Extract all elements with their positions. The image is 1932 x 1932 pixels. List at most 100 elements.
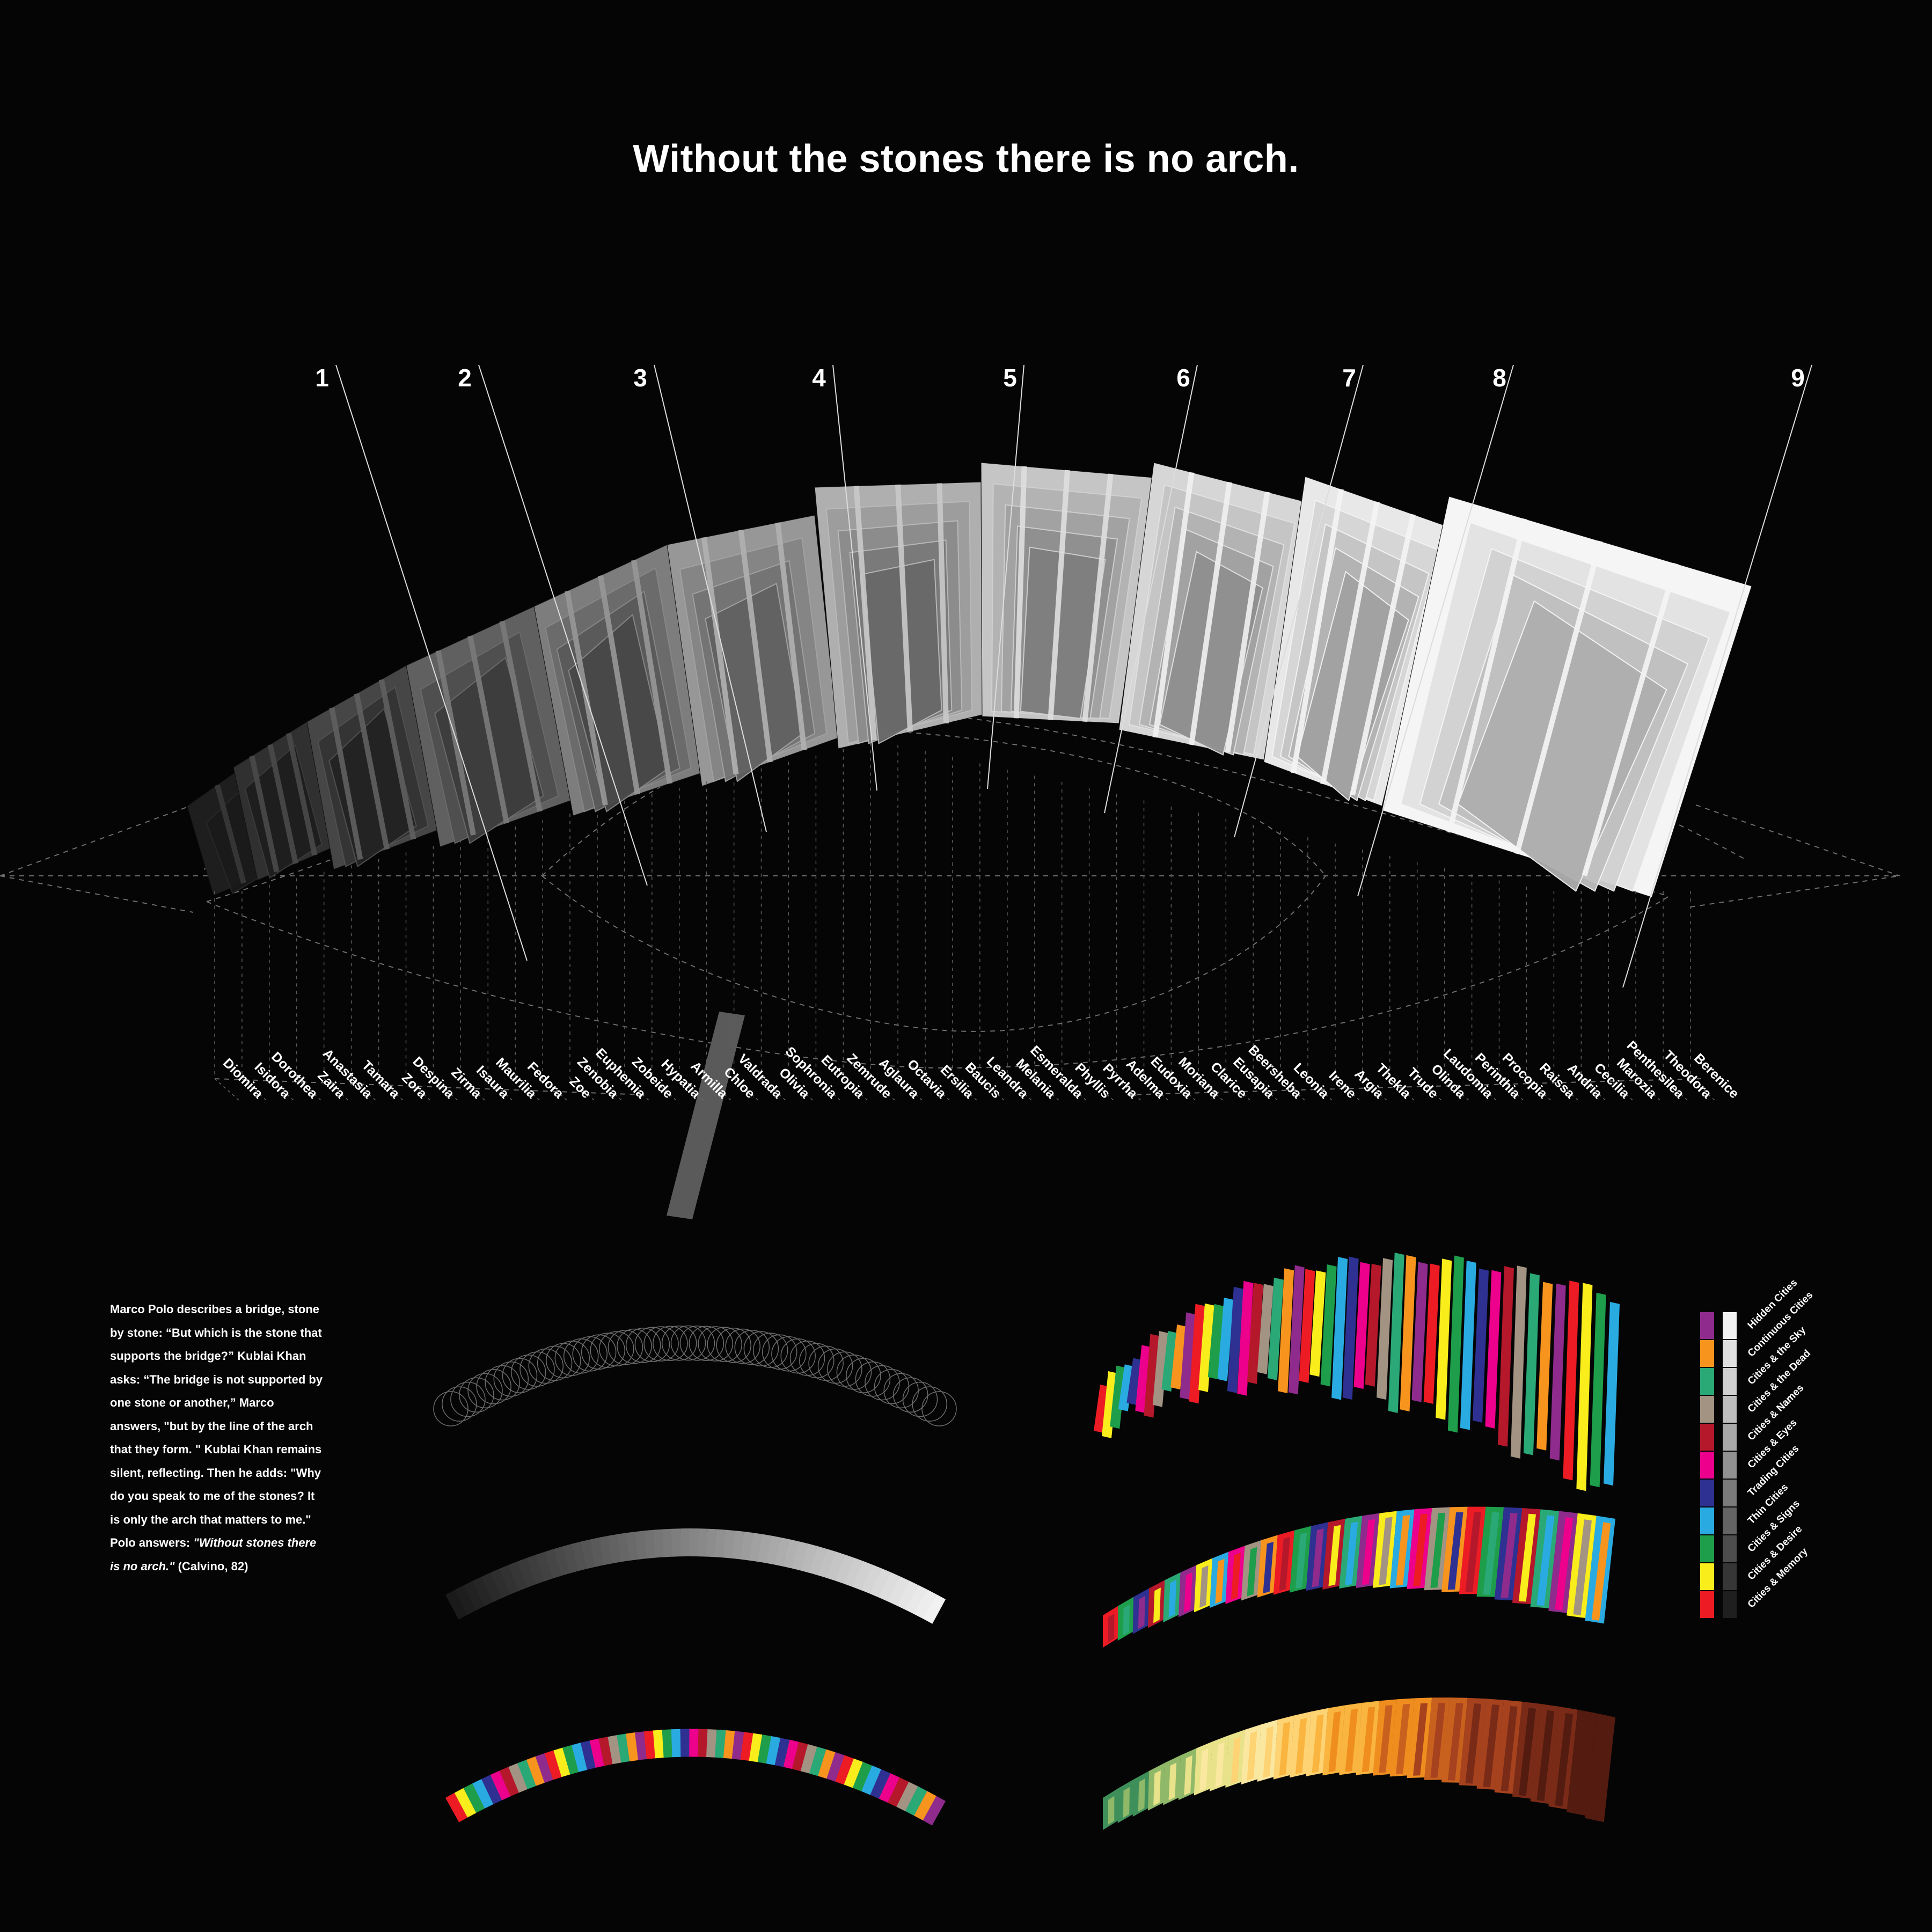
circle-stone [450, 1381, 486, 1417]
arch-stone-divider [598, 575, 640, 795]
circle-stone [752, 1333, 788, 1368]
color-stone [800, 1744, 817, 1774]
quote-lines: Marco Polo describes a bridge, stone by s… [110, 1298, 357, 1531]
chapter-number: 4 [812, 364, 826, 392]
circle-stone [743, 1331, 779, 1367]
color-stone [896, 1782, 918, 1812]
color-stone [589, 1738, 605, 1768]
color-stone [653, 1730, 664, 1759]
color-stone [689, 1729, 699, 1757]
gray-stone [870, 1568, 891, 1598]
circle-stone [865, 1365, 900, 1401]
circle-stone [921, 1391, 957, 1426]
circle-stone [476, 1369, 511, 1404]
color-stone [826, 1752, 845, 1782]
warm-block-inner [1199, 1748, 1209, 1791]
warm-block-inner [1413, 1703, 1428, 1776]
gray-stone [490, 1569, 511, 1599]
warm-block-inner [1328, 1711, 1341, 1773]
quote-line: by stone: “But which is the stone that [110, 1326, 322, 1340]
quote-emphasis-1: "Without stones there [193, 1536, 317, 1549]
category-block-inner [1199, 1565, 1209, 1608]
gray-stone [689, 1528, 699, 1557]
warm-block-inner [1184, 1755, 1192, 1796]
category-block-inner [1536, 1515, 1555, 1606]
jagged-stone [1411, 1262, 1428, 1402]
jagged-stone [1436, 1258, 1452, 1420]
city-label: Irene [1326, 1068, 1359, 1101]
color-stone [706, 1729, 717, 1758]
color-stone [870, 1769, 891, 1799]
quote-final-line: is no arch." (Calvino, 82) [110, 1555, 357, 1578]
color-stone [598, 1737, 613, 1766]
arch-stone-divider [214, 784, 246, 884]
arch-stone-divider [701, 537, 739, 775]
category-block-inner [1215, 1558, 1225, 1604]
color-stone [463, 1783, 485, 1813]
gray-stone [445, 1590, 468, 1620]
chapter-line [1104, 364, 1198, 814]
color-stone [861, 1765, 881, 1795]
warm-block-inner [1591, 1720, 1611, 1819]
color-stone [905, 1786, 927, 1816]
circle-stone [608, 1329, 643, 1365]
quote-line: do you speak to me of the stones? It [110, 1489, 315, 1503]
circle-stone [572, 1336, 608, 1372]
gray-stone [853, 1561, 872, 1591]
color-stone [852, 1762, 872, 1792]
warm-block-inner [1483, 1704, 1499, 1788]
warm-block-inner [1231, 1736, 1241, 1784]
quote-citation: (Calvino, 82) [174, 1559, 248, 1573]
circle-stone [442, 1386, 477, 1422]
circle-stone [670, 1325, 706, 1361]
jagged-stone [1152, 1331, 1169, 1407]
arch-block-inner [1457, 600, 1667, 892]
chapter-line [654, 364, 767, 832]
category-block-inner [1247, 1547, 1257, 1597]
color-stone [626, 1732, 639, 1761]
quote-line: answers, "but by the line of the arch [110, 1419, 313, 1433]
quote-line: one stone or another,” Marco [110, 1396, 274, 1409]
chapter-line [832, 364, 877, 791]
guide-curve [214, 1078, 645, 1095]
color-stone [714, 1729, 726, 1758]
color-stone [766, 1736, 781, 1766]
quote-line: Marco Polo describes a bridge, stone [110, 1302, 319, 1316]
arch-stone-divider [1152, 472, 1195, 738]
jagged-stone [1217, 1298, 1234, 1381]
gray-stone [535, 1552, 553, 1582]
legend-gray-swatch [1723, 1368, 1737, 1395]
guide-curve [1690, 875, 1900, 908]
city-leader-tick [214, 1078, 239, 1101]
gray-stone [589, 1538, 605, 1567]
legend-color-swatch [1700, 1368, 1714, 1395]
city-labels: DiomiraIsidoraDorotheaZairaAnastasiaTama… [220, 1038, 1742, 1102]
color-stone [608, 1735, 622, 1765]
jagged-stone [1257, 1284, 1274, 1374]
color-stone [774, 1738, 790, 1767]
jagged-stone [1247, 1283, 1263, 1384]
quote-line: that they form. " Kublai Khan remains [110, 1443, 322, 1456]
arch-stone-divider [1320, 501, 1380, 785]
color-stone [635, 1731, 647, 1760]
color-stone [879, 1773, 900, 1803]
category-block-inner [1168, 1579, 1177, 1618]
jagged-stone [1331, 1257, 1348, 1400]
jagged-stone [1388, 1253, 1404, 1413]
gray-stone [635, 1531, 647, 1560]
jagged-stone [1400, 1255, 1416, 1412]
jagged-stone [1423, 1263, 1440, 1404]
category-block-inner [1362, 1519, 1375, 1585]
chapter-line [987, 364, 1024, 789]
circle-stone [467, 1373, 503, 1409]
quote-line: supports the bridge?” Kublai Khan [110, 1349, 306, 1363]
gray-stone [680, 1528, 690, 1557]
quote-line: asks: “The bridge is not supported by [110, 1372, 323, 1386]
jagged-stone [1144, 1334, 1160, 1418]
arch-stone-divider [1446, 518, 1527, 833]
arch-stone-divider [1048, 470, 1070, 720]
chapter-markers: 1 2 3 4 5 6 7 8 9 [315, 364, 1812, 988]
gray-stone [905, 1585, 927, 1615]
warm-block-inner [1295, 1718, 1307, 1774]
jagged-stone [1126, 1358, 1143, 1405]
